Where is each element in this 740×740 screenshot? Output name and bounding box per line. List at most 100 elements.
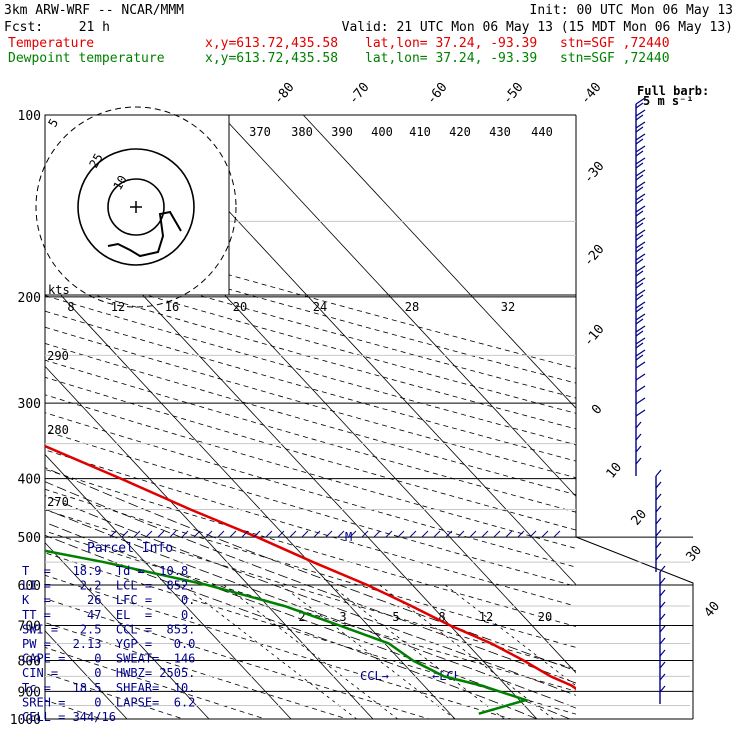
wind-barb-flag [659, 613, 666, 621]
theta-label: 370 [249, 125, 271, 139]
wind-barb-flag [635, 217, 646, 225]
theta-label: 400 [371, 125, 393, 139]
isotherm [45, 542, 210, 719]
isotherm [220, 115, 576, 498]
isotherm-label: -40 [578, 80, 605, 108]
isotherm [45, 277, 456, 719]
wind-barb-flag [635, 337, 646, 345]
level-tick [313, 530, 321, 538]
pressure-label: 100 [18, 109, 41, 124]
wind-barb-flag [635, 342, 644, 349]
wind-barb-flag [635, 258, 644, 265]
level-tick [337, 530, 345, 538]
wind-barb-flag [635, 354, 644, 361]
parcel-info-row: SWI = 2.5 CCL = 853. [22, 622, 195, 636]
ccl-marker: CCL→ [360, 669, 389, 683]
isotherm-label: 0 [589, 402, 606, 418]
parcel-info-row: PW = 2.13 YGP = 0.0 [22, 637, 195, 651]
theta-label: 390 [331, 125, 353, 139]
dewpoint-profile [45, 549, 531, 715]
isotherm [138, 115, 576, 586]
level-tick [409, 530, 417, 538]
isobars [44, 114, 694, 720]
wind-barb-flag [659, 685, 666, 693]
parcel-info-box: Parcel Info T = 18.9 Td = 10.8LI = 2.2 LC… [22, 541, 195, 724]
level-tick [349, 530, 357, 538]
wind-barb-flag [635, 186, 644, 193]
temperature-xy: x,y=613.72,435.58 [205, 36, 338, 51]
mixing-ratio-line [223, 584, 398, 719]
wind-barb-flag [635, 229, 646, 237]
hodograph-trace [107, 210, 182, 258]
level-tick [553, 530, 561, 538]
wind-barb-flag [635, 126, 644, 133]
pressure-label: 400 [18, 473, 41, 488]
wind-barb-flag [635, 313, 646, 321]
profiles [45, 444, 576, 715]
wind-barb-flag [635, 193, 646, 201]
mixing-ratio-label: 8 [438, 610, 445, 624]
wind-barb-flag [635, 301, 646, 309]
wind-barb-flag [659, 649, 666, 657]
wind-barb-flag [635, 265, 646, 273]
wind-barb-flag [655, 517, 662, 525]
wind-barb-flag [635, 109, 646, 117]
isotherm-label: -80 [271, 80, 298, 108]
pressure-label: 700 [18, 619, 41, 634]
wind-barb-flag [635, 169, 646, 177]
wind-barb-flag [635, 421, 642, 429]
wind-barb-flag [635, 114, 644, 121]
pressure-label: 1000 [10, 713, 41, 728]
level-tick [445, 530, 453, 538]
wind-barb-flag [635, 198, 644, 205]
isotherm-label: -10 [581, 322, 608, 350]
level-tick [157, 530, 165, 538]
level-tick [133, 530, 141, 538]
dewpoint-xy: x,y=613.72,435.58 [205, 51, 338, 66]
wind-barb-flag [655, 541, 662, 549]
isotherm-label: 40 [702, 599, 724, 621]
parcel-info-row: LI = 2.2 LCL = 852. [22, 579, 195, 593]
wind-barb-flag [635, 210, 644, 217]
parcel-info-row: SREH = 0 LAPSE= 6.2 [22, 695, 195, 709]
wind-barb-flag [659, 577, 666, 585]
m-marker: M [345, 530, 352, 544]
valid-time: Valid: 21 UTC Mon 06 May 13 (15 MDT Mon … [342, 20, 733, 35]
hodograph-ring [77, 148, 195, 266]
wind-barb-flag [635, 385, 646, 393]
mixing-ratio-line [330, 584, 505, 719]
fcst-value: 21 h [79, 20, 110, 35]
wind-barb-flag [635, 97, 646, 105]
wind-barbs: Full barb:5 m s⁻¹ [109, 84, 709, 704]
wind-barb-flag [635, 181, 646, 189]
wind-barb-flag [635, 234, 644, 241]
wind-barb-flag [635, 306, 644, 313]
pressure-label: 900 [18, 685, 41, 700]
hodograph-ring-label: 20 [233, 300, 247, 314]
theta-label: 420 [449, 125, 471, 139]
wind-barb-flag [635, 325, 646, 333]
wind-barb-flag [635, 150, 644, 157]
parcel-info-row: CAPE = 0 SWEAT= 146 [22, 652, 195, 666]
wind-barb-flag [635, 157, 646, 165]
dewpoint-latlon: lat,lon= 37.24, -93.39 [365, 51, 537, 66]
mixing-ratio-label: 2 [298, 610, 305, 624]
level-tick [265, 530, 273, 538]
wind-barb-flag [659, 673, 666, 681]
level-tick [397, 530, 405, 538]
wind-barb-flag [635, 361, 646, 369]
hodograph-ring [107, 178, 165, 236]
level-tick [385, 530, 393, 538]
level-tick [325, 530, 333, 538]
wind-barb-flag [635, 222, 644, 229]
wind-barb-flag [635, 294, 644, 301]
isotherm-label: 20 [629, 507, 651, 529]
level-tick [373, 530, 381, 538]
theta-label: 430 [489, 125, 511, 139]
hodograph-ring-label: 24 [313, 300, 327, 314]
level-tick [181, 530, 189, 538]
pressure-label: 200 [18, 291, 41, 306]
pressure-label: 300 [18, 397, 41, 412]
wind-barb-flag [635, 349, 646, 357]
